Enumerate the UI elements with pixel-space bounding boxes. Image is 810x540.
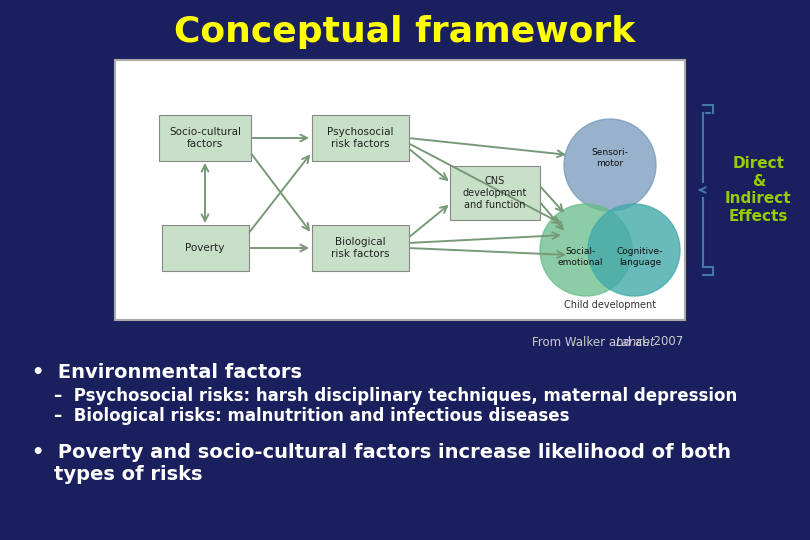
Text: From Walker and al.: From Walker and al. (532, 335, 653, 348)
Text: –  Psychosocial risks: harsh disciplinary techniques, maternal depression: – Psychosocial risks: harsh disciplinary… (54, 387, 737, 405)
Text: Conceptual framework: Conceptual framework (174, 15, 636, 49)
Text: Sensori-
motor: Sensori- motor (591, 148, 629, 168)
Text: Social-
emotional: Social- emotional (557, 247, 603, 267)
Text: types of risks: types of risks (54, 464, 202, 483)
FancyBboxPatch shape (159, 115, 251, 161)
Circle shape (540, 204, 632, 296)
Text: Child development: Child development (564, 300, 656, 310)
Circle shape (588, 204, 680, 296)
Text: –  Biological risks: malnutrition and infectious diseases: – Biological risks: malnutrition and inf… (54, 407, 569, 425)
Text: Biological
risk factors: Biological risk factors (330, 237, 390, 259)
FancyBboxPatch shape (450, 166, 540, 220)
FancyBboxPatch shape (115, 60, 685, 320)
Text: Socio-cultural
factors: Socio-cultural factors (169, 127, 241, 149)
Text: CNS
development
and function: CNS development and function (463, 177, 527, 210)
Text: Direct
&
Indirect
Effects: Direct & Indirect Effects (725, 157, 791, 224)
Text: , 2007: , 2007 (646, 335, 683, 348)
Text: Poverty: Poverty (185, 243, 224, 253)
Text: •  Environmental factors: • Environmental factors (32, 362, 302, 381)
FancyBboxPatch shape (161, 225, 249, 271)
Text: Lancet: Lancet (616, 335, 655, 348)
Text: Psychosocial
risk factors: Psychosocial risk factors (326, 127, 393, 149)
Text: •  Poverty and socio-cultural factors increase likelihood of both: • Poverty and socio-cultural factors inc… (32, 442, 731, 462)
FancyBboxPatch shape (312, 225, 408, 271)
Text: Cognitive-
language: Cognitive- language (616, 247, 663, 267)
FancyBboxPatch shape (312, 115, 408, 161)
Circle shape (564, 119, 656, 211)
